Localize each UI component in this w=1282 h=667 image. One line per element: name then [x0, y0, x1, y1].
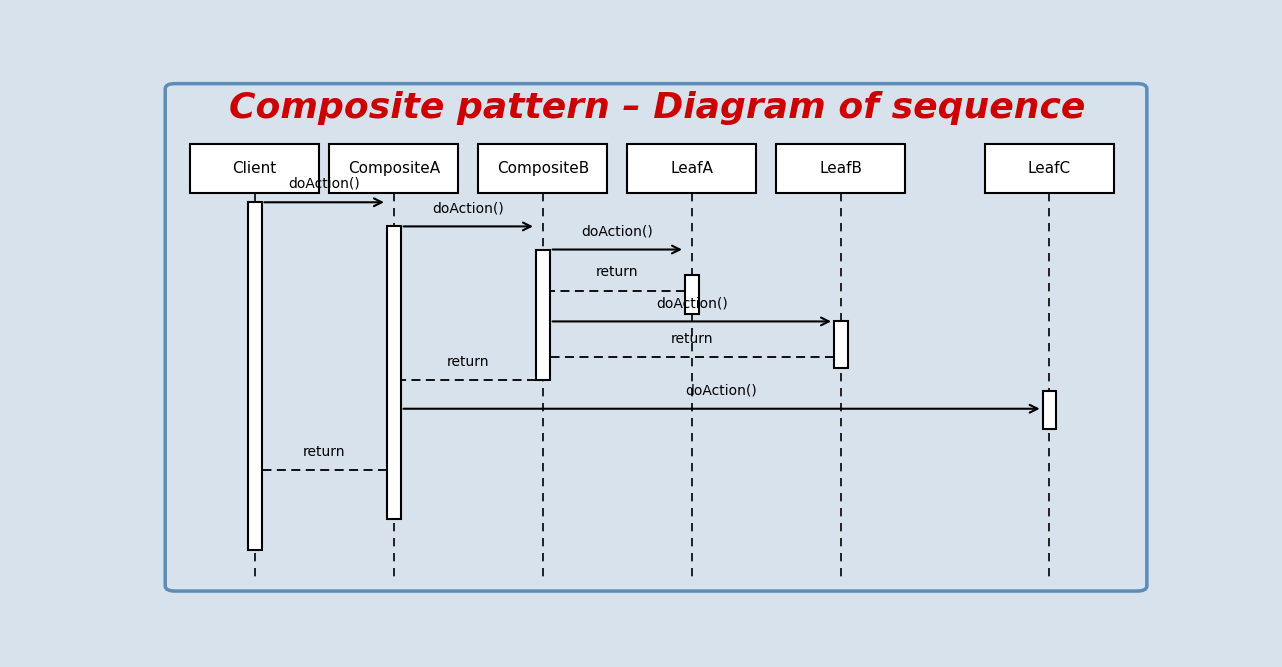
- Bar: [627, 144, 756, 193]
- Bar: [190, 144, 319, 193]
- Text: CompositeA: CompositeA: [347, 161, 440, 176]
- Text: return: return: [670, 332, 713, 346]
- Text: LeafC: LeafC: [1028, 161, 1070, 176]
- Text: doAction(): doAction(): [686, 384, 758, 398]
- Text: LeafB: LeafB: [819, 161, 863, 176]
- Bar: [478, 144, 608, 193]
- Bar: [1042, 391, 1056, 430]
- Bar: [329, 144, 459, 193]
- Text: LeafA: LeafA: [670, 161, 713, 176]
- Text: doAction(): doAction(): [582, 224, 653, 238]
- Bar: [777, 144, 905, 193]
- Text: return: return: [447, 356, 490, 370]
- Bar: [985, 144, 1114, 193]
- Bar: [685, 275, 699, 313]
- Text: CompositeB: CompositeB: [496, 161, 588, 176]
- Bar: [536, 249, 550, 380]
- Text: return: return: [303, 445, 345, 459]
- Text: doAction(): doAction(): [288, 177, 360, 191]
- Text: doAction(): doAction(): [432, 201, 504, 215]
- Text: Client: Client: [232, 161, 277, 176]
- Text: return: return: [596, 265, 638, 279]
- Bar: [247, 202, 262, 550]
- Text: doAction(): doAction(): [656, 296, 728, 310]
- Bar: [387, 226, 401, 519]
- Text: Composite pattern – Diagram of sequence: Composite pattern – Diagram of sequence: [229, 91, 1085, 125]
- Bar: [833, 321, 847, 368]
- FancyBboxPatch shape: [165, 83, 1147, 591]
